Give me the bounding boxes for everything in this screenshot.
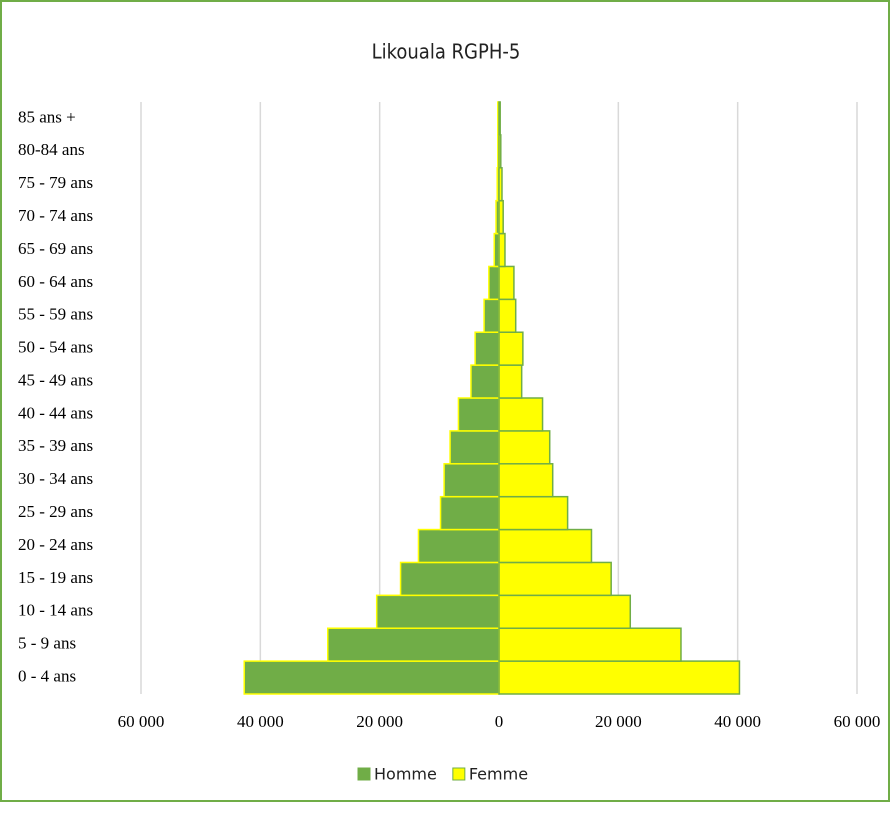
bar [488,265,500,301]
bar [457,397,500,432]
bar [498,561,612,597]
bar [417,528,500,564]
bar [498,167,503,202]
bar [443,463,500,498]
legend-label: Homme [374,765,437,784]
y-tick-label: 35 - 39 ans [18,436,93,455]
bar [498,298,517,333]
bar [498,660,741,695]
y-tick-label: 85 ans + [18,107,76,126]
bar [439,495,500,531]
bar [470,364,500,399]
y-tick-label: 0 - 4 ans [18,666,76,685]
bar [483,298,500,333]
y-tick-label: 45 - 49 ans [18,370,93,389]
y-tick-label: 50 - 54 ans [18,338,93,357]
bar [498,397,544,432]
x-tick-label: 40 000 [237,712,284,731]
bar [243,660,500,695]
bar [498,232,506,268]
y-tick-label: 40 - 44 ans [18,403,93,422]
legend-swatch [357,767,371,781]
bar [498,528,593,564]
legend-label: Femme [469,765,528,784]
bar [498,331,524,366]
bar [498,627,682,662]
bar [474,331,500,366]
bar [498,265,515,301]
bar [498,430,551,465]
bar [449,430,500,465]
x-tick-label: 20 000 [595,712,642,731]
y-tick-label: 30 - 34 ans [18,469,93,488]
y-tick-label: 60 - 64 ans [18,272,93,291]
bar [498,463,554,498]
x-tick-label: 60 000 [118,712,165,731]
y-tick-label: 15 - 19 ans [18,568,93,587]
bar [327,627,500,662]
y-tick-label: 5 - 9 ans [18,634,76,653]
y-tick-label: 80-84 ans [18,140,85,159]
bar [399,561,500,597]
chart-title: Likouala RGPH-5 [372,40,521,64]
bar [498,101,501,136]
y-tick-label: 10 - 14 ans [18,601,93,620]
y-tick-label: 20 - 24 ans [18,535,93,554]
x-tick-label: 20 000 [356,712,403,731]
bar [498,594,632,629]
legend-swatch [452,767,466,781]
x-tick-label: 0 [495,712,504,731]
bar [375,594,500,629]
y-tick-label: 55 - 59 ans [18,305,93,324]
y-tick-label: 25 - 29 ans [18,502,93,521]
x-tick-label: 60 000 [834,712,881,731]
bar [498,495,569,531]
x-tick-label: 40 000 [714,712,761,731]
bar [498,199,504,235]
y-tick-label: 70 - 74 ans [18,206,93,225]
y-tick-label: 65 - 69 ans [18,239,93,258]
bar [498,364,523,399]
bar [498,134,502,169]
y-tick-label: 75 - 79 ans [18,173,93,192]
